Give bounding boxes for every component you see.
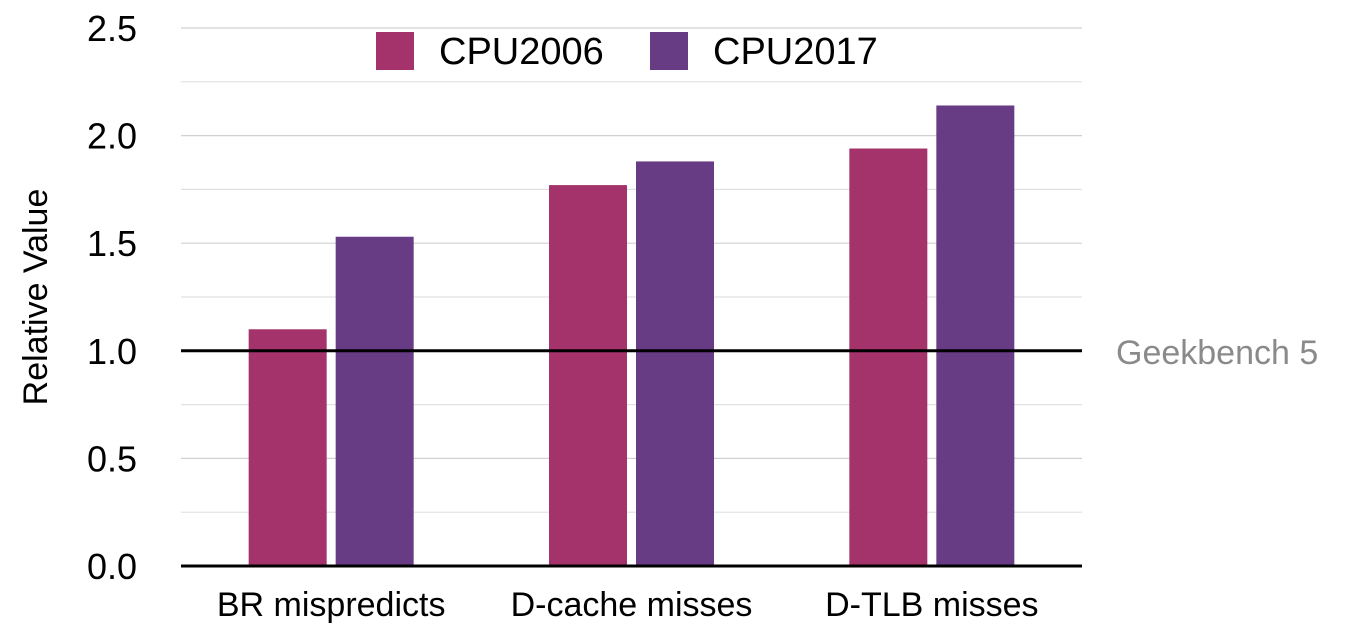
y-tick-labels: 0.0 0.5 1.0 1.5 2.0 2.5 (87, 8, 137, 587)
axes (181, 349, 1082, 568)
y-axis-title: Relative Value (17, 189, 55, 406)
x-tick-labels: BR mispredicts D-cache misses D-TLB misses (217, 586, 1039, 624)
bar-cpu2017-2 (636, 161, 714, 566)
legend-label-cpu2017: CPU2017 (713, 31, 878, 73)
legend-swatch-cpu2006 (376, 32, 414, 70)
y-tick-label: 1.0 (87, 331, 137, 372)
bar-cpu2006-3 (849, 148, 928, 566)
legend-label-cpu2006: CPU2006 (439, 31, 604, 73)
y-tick-label: 2.5 (87, 8, 137, 49)
y-tick-label: 1.5 (87, 223, 137, 264)
y-tick-label: 2.0 (87, 116, 137, 157)
x-tick-label: D-cache misses (511, 586, 753, 624)
bar-cpu2017-1 (335, 236, 414, 566)
bars (248, 105, 1015, 567)
bar-cpu2006-1 (248, 329, 327, 566)
y-tick-label: 0.5 (87, 438, 137, 479)
x-tick-label: D-TLB misses (825, 586, 1038, 624)
legend: CPU2006 CPU2017 (376, 31, 878, 73)
legend-swatch-cpu2017 (650, 32, 688, 70)
bar-cpu2006-2 (549, 185, 627, 566)
x-tick-label: BR mispredicts (217, 586, 446, 624)
y-tick-label: 0.0 (87, 546, 137, 587)
reference-line-label: Geekbench 5 (1116, 334, 1318, 372)
bar-cpu2017-3 (936, 105, 1015, 567)
